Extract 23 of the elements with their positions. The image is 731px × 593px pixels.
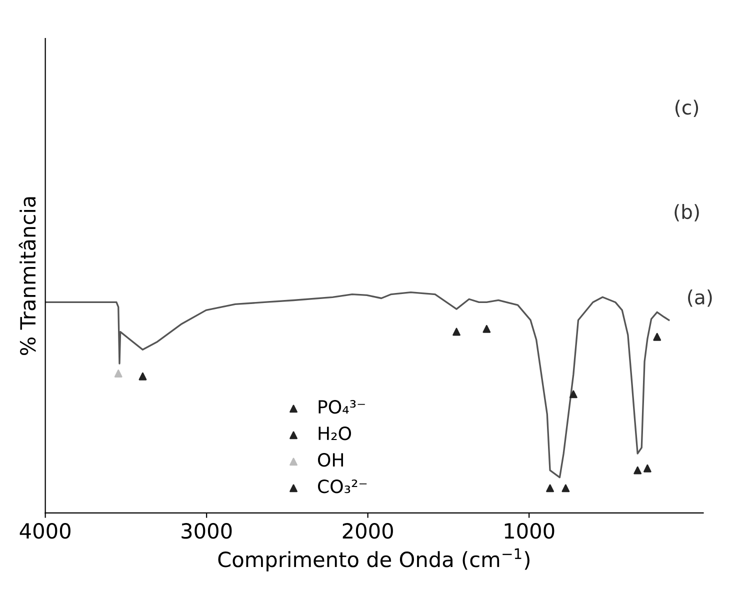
point [643, 464, 652, 472]
x-tick-label: 3000 [182, 523, 232, 539]
y-axis-title: % Tranmitância [18, 197, 36, 356]
x-tick-label: 2000 [342, 523, 393, 539]
legend-label: PO₄³⁻ [318, 400, 365, 414]
point [452, 328, 460, 336]
legend-label: H₂O [318, 426, 351, 440]
x-axis-title: Comprimento de Onda (cm$^{−1}$) [218, 548, 530, 572]
text: (c) [676, 100, 698, 118]
legend-label: OH [318, 453, 344, 467]
legend-label: CO₃²⁻ [318, 480, 367, 494]
point [569, 390, 578, 398]
point [114, 370, 122, 378]
x-tick-label: 1000 [504, 523, 554, 539]
point [653, 332, 662, 341]
point [562, 484, 570, 492]
point [482, 324, 491, 333]
annotation: (a) [688, 289, 712, 307]
point [546, 484, 554, 492]
text: (b) [674, 204, 699, 222]
x-tick-label: 4000 [20, 523, 70, 539]
point [634, 466, 642, 474]
point [138, 372, 147, 380]
